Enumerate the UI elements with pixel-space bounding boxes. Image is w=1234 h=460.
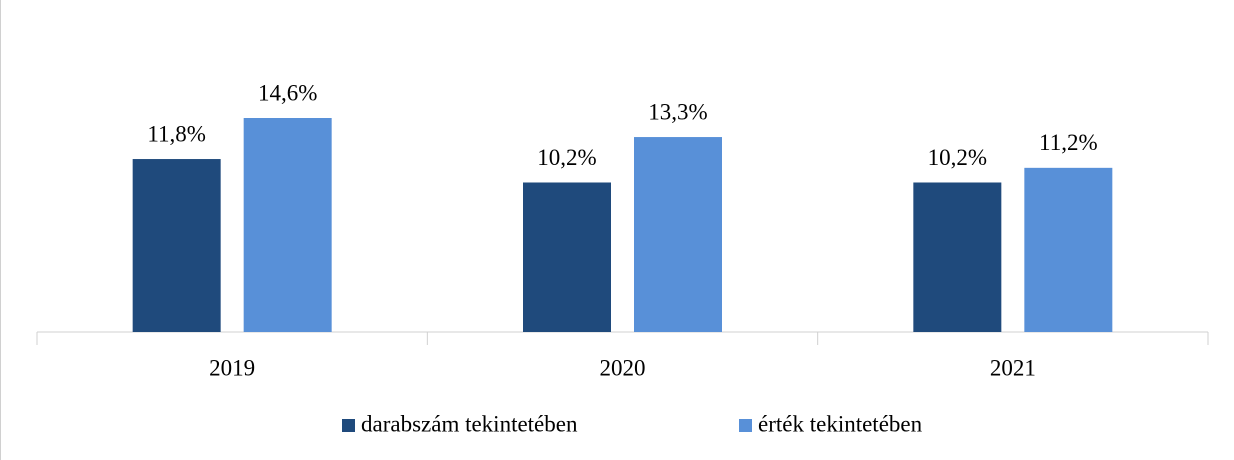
bar	[913, 182, 1002, 332]
value-label: 11,2%	[1039, 130, 1098, 155]
legend-label: darabszám tekintetében	[361, 411, 578, 436]
x-tick-label: 2020	[600, 355, 646, 380]
x-tick-label: 2019	[209, 355, 255, 380]
bar	[523, 182, 611, 332]
legend-label: érték tekintetében	[758, 411, 923, 436]
legend-swatch	[739, 419, 752, 432]
x-tick-label: 2021	[990, 355, 1036, 380]
value-label: 10,2%	[928, 145, 987, 170]
value-label: 10,2%	[537, 145, 596, 170]
bar	[132, 159, 221, 332]
bar	[634, 137, 722, 332]
legend-swatch	[342, 419, 355, 432]
value-label: 13,3%	[648, 99, 707, 124]
value-label: 14,6%	[258, 80, 317, 105]
bar	[1024, 167, 1113, 332]
bar	[243, 118, 332, 332]
value-label: 11,8%	[147, 121, 206, 146]
